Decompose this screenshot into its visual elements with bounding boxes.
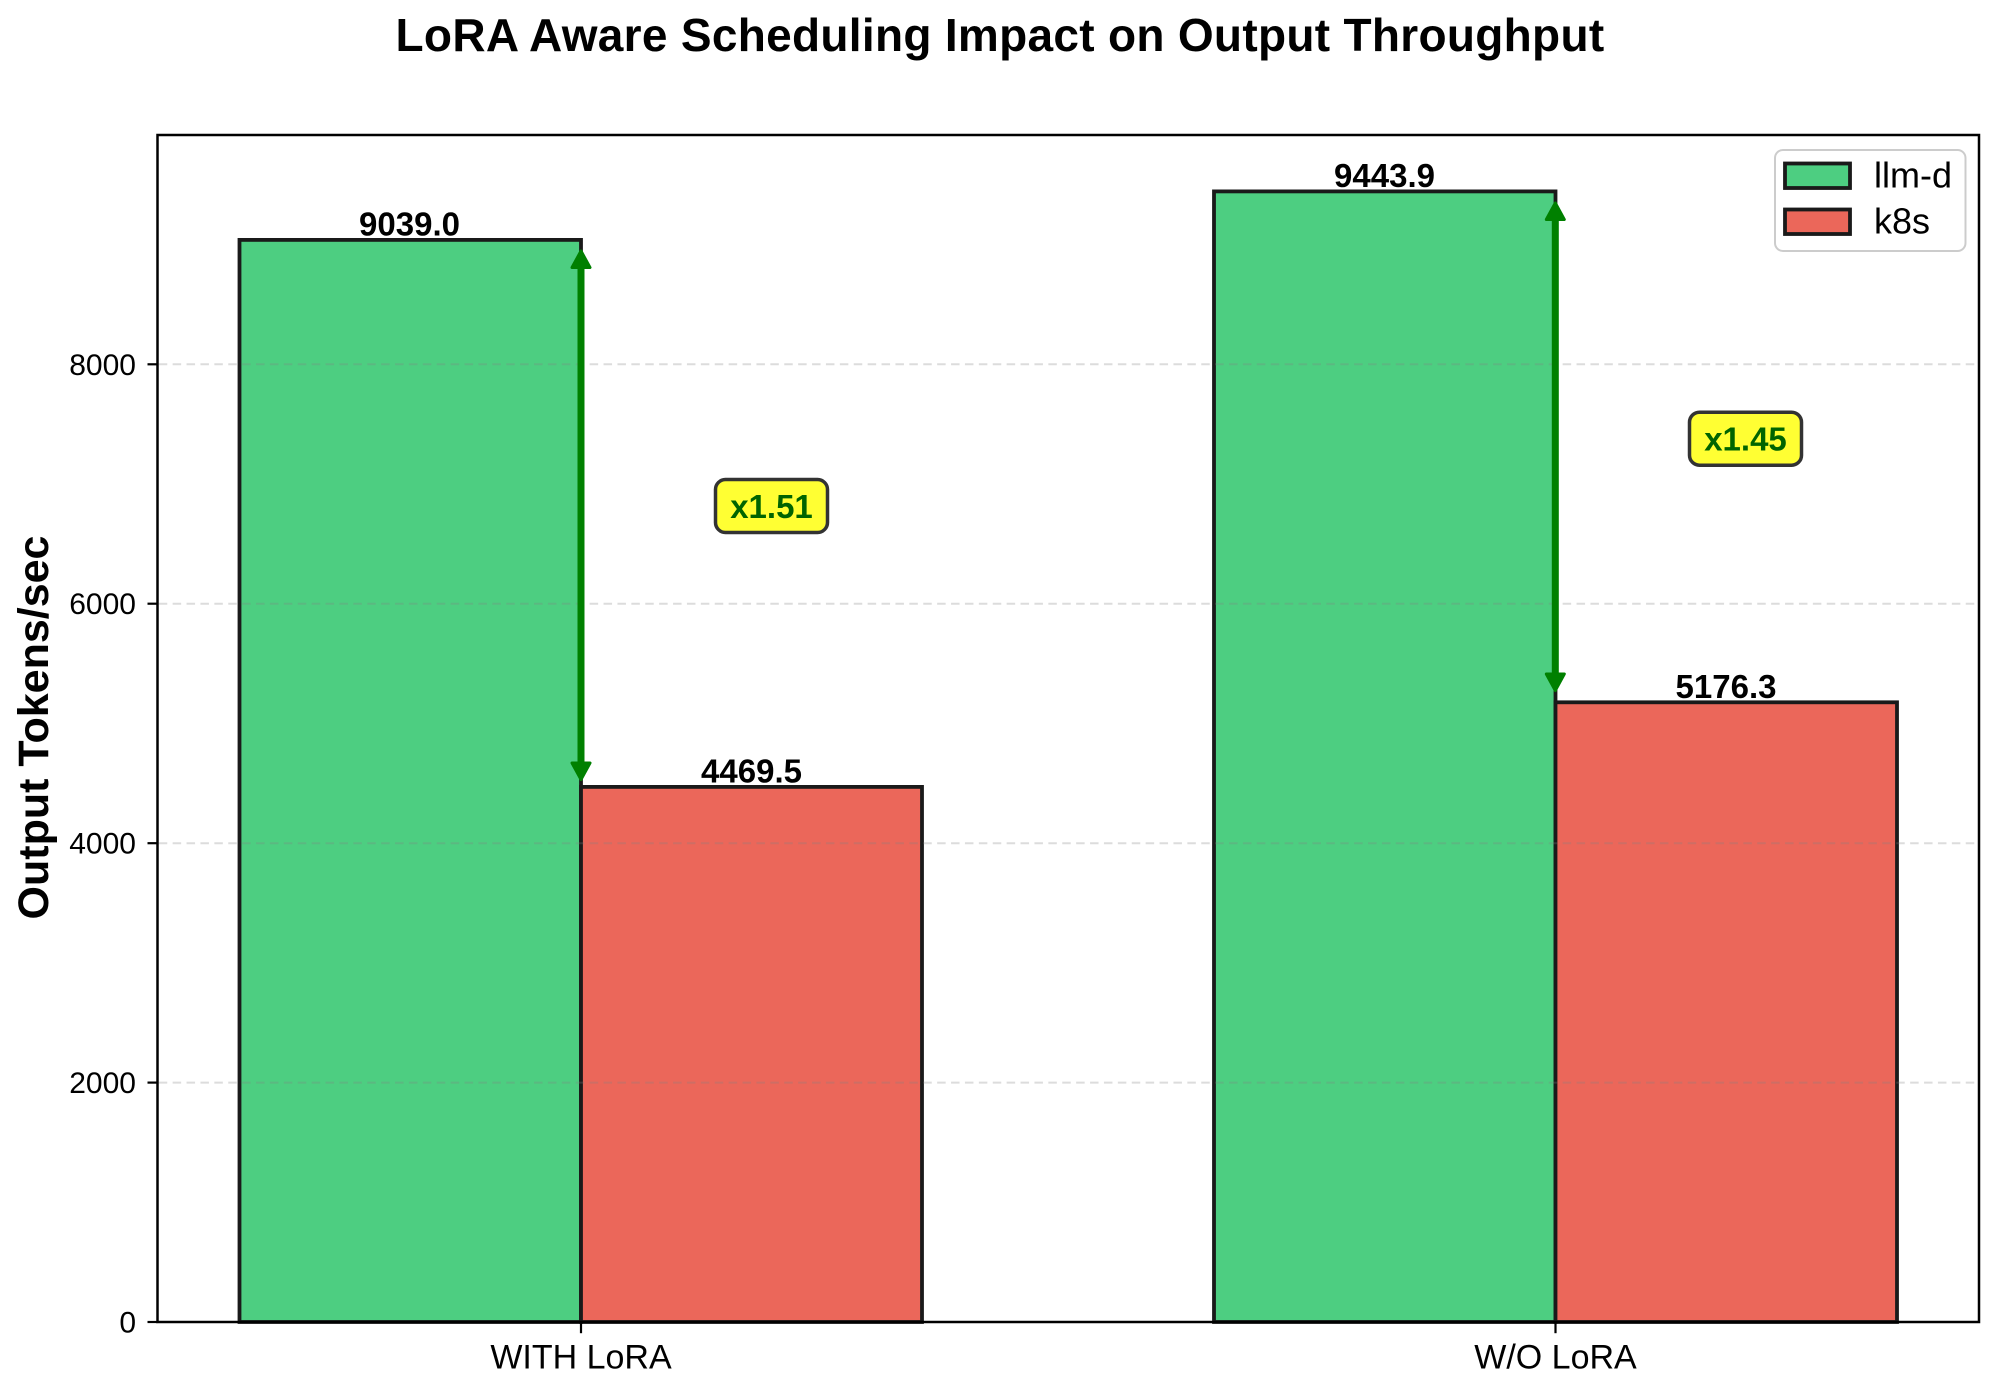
svg-text:5176.3: 5176.3: [1676, 668, 1777, 705]
svg-text:0: 0: [119, 1307, 136, 1340]
svg-text:9443.9: 9443.9: [1334, 157, 1435, 194]
svg-text:LoRA Aware Scheduling Impact o: LoRA Aware Scheduling Impact on Output T…: [396, 9, 1605, 61]
svg-text:k8s: k8s: [1874, 201, 1930, 242]
svg-text:6000: 6000: [69, 588, 136, 621]
svg-text:Output Tokens/sec: Output Tokens/sec: [10, 536, 58, 920]
svg-text:2000: 2000: [69, 1067, 136, 1100]
svg-text:x1.51: x1.51: [730, 488, 813, 525]
svg-text:llm-d: llm-d: [1874, 155, 1952, 196]
svg-text:8000: 8000: [69, 349, 136, 382]
svg-text:4000: 4000: [69, 828, 136, 861]
svg-text:9039.0: 9039.0: [359, 205, 460, 242]
svg-text:WITH LoRA: WITH LoRA: [490, 1339, 672, 1377]
svg-text:x1.45: x1.45: [1704, 421, 1787, 458]
svg-text:W/O LoRA: W/O LoRA: [1474, 1339, 1637, 1377]
svg-text:4469.5: 4469.5: [701, 752, 802, 789]
